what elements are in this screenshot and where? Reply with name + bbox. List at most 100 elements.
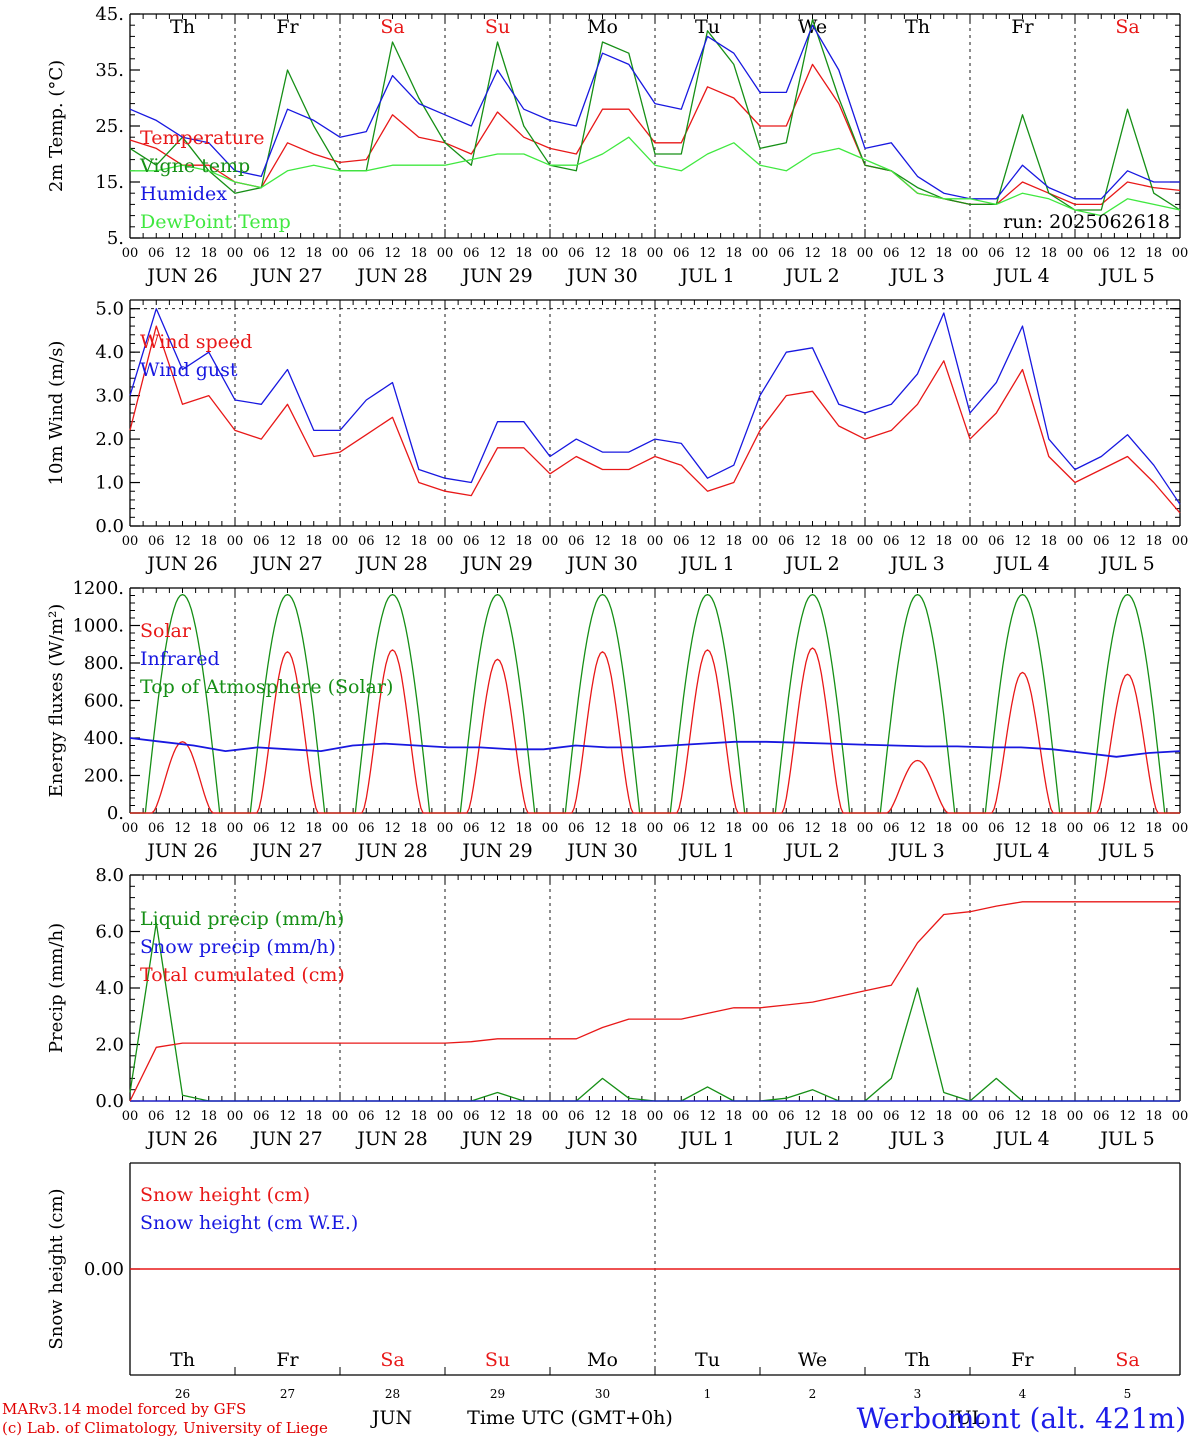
date-label: JUL 4 <box>993 1128 1049 1150</box>
y-tick-label: 0. <box>107 803 124 824</box>
hour-label: 00 <box>857 534 874 549</box>
hour-label: 18 <box>620 1109 637 1124</box>
hour-label: 18 <box>830 534 847 549</box>
hour-label: 06 <box>358 246 375 261</box>
hour-label: 00 <box>437 246 454 261</box>
hour-label: 00 <box>542 821 559 836</box>
hour-label: 12 <box>804 534 821 549</box>
legend-total-cumulated-cm-: Total cumulated (cm) <box>140 964 345 986</box>
hour-label: 06 <box>778 246 795 261</box>
weekday-label: Th <box>905 16 930 38</box>
hour-label: 00 <box>122 1109 139 1124</box>
y-tick-label: 400. <box>84 728 124 749</box>
hour-label: 12 <box>804 246 821 261</box>
series-humidex <box>129 24 1180 200</box>
y-axis-label: Energy fluxes (W/m²) <box>46 604 67 798</box>
hour-label: 18 <box>935 246 952 261</box>
hour-label: 18 <box>725 1109 742 1124</box>
hour-label: 06 <box>988 1109 1005 1124</box>
hour-label: 00 <box>647 534 664 549</box>
hour-label: 00 <box>542 534 559 549</box>
run-label: run: 2025062618 <box>1003 211 1170 233</box>
hour-label: 18 <box>830 246 847 261</box>
date-label: JUL 3 <box>888 265 944 287</box>
date-label: JUL 3 <box>888 1128 944 1150</box>
hour-label: 06 <box>778 534 795 549</box>
day-number-label: 2 <box>809 1387 817 1401</box>
hour-label: 12 <box>804 821 821 836</box>
hour-label: 12 <box>909 534 926 549</box>
legend-snow-height-cm-: Snow height (cm) <box>140 1184 310 1206</box>
legend-wind-gust: Wind gust <box>140 359 238 381</box>
date-label: JUL 1 <box>678 1128 734 1150</box>
hour-label: 00 <box>752 1109 769 1124</box>
hour-label: 18 <box>1145 1109 1162 1124</box>
date-label: JUN 28 <box>355 553 427 575</box>
date-label: JUL 2 <box>783 1128 839 1150</box>
date-label: JUL 5 <box>1098 1128 1154 1150</box>
hour-label: 06 <box>463 1109 480 1124</box>
weekday-label: Th <box>170 1349 195 1371</box>
date-label: JUN 30 <box>565 1128 637 1150</box>
hour-label: 06 <box>1093 1109 1110 1124</box>
hour-label: 12 <box>174 534 191 549</box>
date-label: JUN 29 <box>460 553 532 575</box>
date-label: JUN 27 <box>250 840 322 862</box>
date-label: JUN 26 <box>145 1128 217 1150</box>
hour-label: 12 <box>489 821 506 836</box>
legend-liquid-precip-mm-h-: Liquid precip (mm/h) <box>140 908 344 930</box>
legend-vigne-temp: Vigne temp <box>139 155 250 177</box>
y-tick-label: 0.00 <box>84 1259 124 1280</box>
hour-label: 00 <box>1067 1109 1084 1124</box>
hour-label: 06 <box>463 246 480 261</box>
hour-label: 06 <box>358 534 375 549</box>
hour-label: 12 <box>384 246 401 261</box>
hour-label: 18 <box>305 534 322 549</box>
hour-label: 12 <box>174 821 191 836</box>
hour-label: 12 <box>699 246 716 261</box>
panel-5: 0.00 Snow height (cm) Snow height (cm) Snow… <box>46 1162 1181 1429</box>
legend-temperature: Temperature <box>140 127 264 149</box>
y-tick-label: 5. <box>107 228 124 249</box>
weekday-label: We <box>798 16 827 38</box>
hour-label: 00 <box>1067 821 1084 836</box>
hour-label: 06 <box>148 246 165 261</box>
hour-label: 12 <box>804 1109 821 1124</box>
legend-top-of-atmosphere-solar-: Top of Atmosphere (Solar) <box>140 676 393 698</box>
hour-label: 00 <box>647 246 664 261</box>
hour-label: 06 <box>883 821 900 836</box>
hour-label: 12 <box>279 1109 296 1124</box>
hour-label: 00 <box>1172 534 1189 549</box>
y-tick-label: 6.0 <box>95 922 124 943</box>
weekday-label: Fr <box>1011 16 1034 38</box>
y-axis-label: 10m Wind (m/s) <box>46 341 67 486</box>
date-label: JUN 28 <box>355 1128 427 1150</box>
weekday-label: Sa <box>1115 1349 1139 1371</box>
hour-label: 06 <box>568 821 585 836</box>
hour-label: 18 <box>935 534 952 549</box>
day-number-label: 4 <box>1019 1387 1027 1401</box>
legend-wind-speed: Wind speed <box>140 331 252 353</box>
hour-label: 18 <box>200 534 217 549</box>
hour-label: 00 <box>857 1109 874 1124</box>
date-label: JUL 4 <box>993 265 1049 287</box>
hour-label: 18 <box>830 821 847 836</box>
hour-label: 12 <box>279 246 296 261</box>
hour-label: 18 <box>725 821 742 836</box>
hour-label: 06 <box>148 1109 165 1124</box>
date-label: JUN 30 <box>565 265 637 287</box>
hour-label: 00 <box>227 534 244 549</box>
hour-label: 12 <box>1119 1109 1136 1124</box>
station-title: Werbomont (alt. 421m) <box>856 1402 1186 1435</box>
panel-1: 5. 15. 25. 35. 45. 2m Temp. (°C) 00 06 12 18 JUN 2… <box>46 4 1188 287</box>
date-label: JUN 26 <box>145 265 217 287</box>
hour-label: 12 <box>279 821 296 836</box>
hour-label: 00 <box>332 1109 349 1124</box>
date-label: JUN 29 <box>460 1128 532 1150</box>
legend-snow-precip-mm-h-: Snow precip (mm/h) <box>140 936 336 958</box>
hour-label: 12 <box>384 534 401 549</box>
hour-label: 12 <box>1014 821 1031 836</box>
y-tick-label: 2.0 <box>95 429 124 450</box>
panel-4: 0.0 2.0 4.0 6.0 8.0 Precip (mm/h) 00 06 12 18 JUN … <box>46 865 1188 1150</box>
series-infrared <box>129 737 1181 758</box>
